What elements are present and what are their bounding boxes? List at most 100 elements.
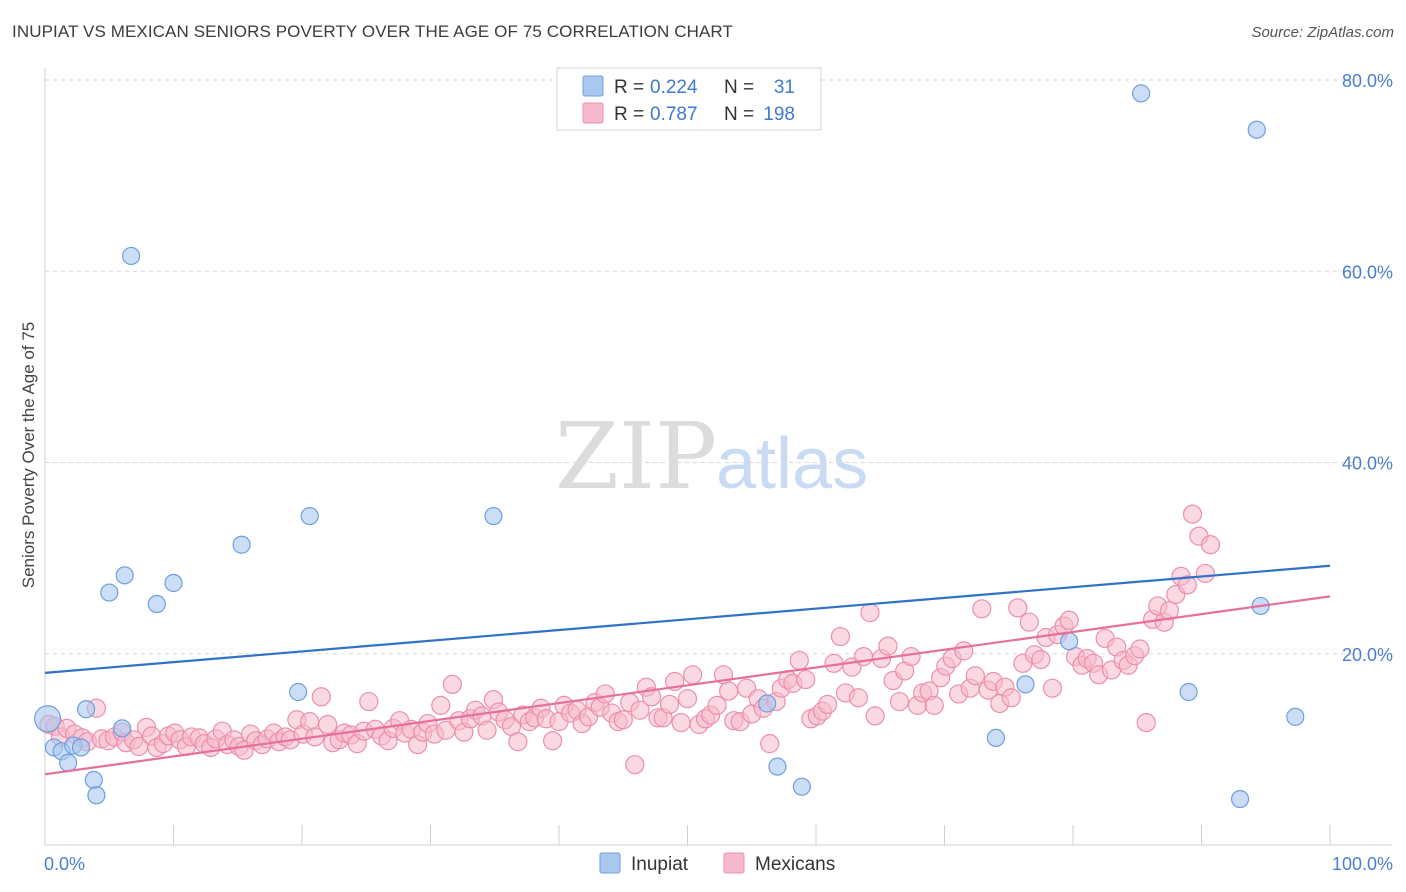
mexicans-point [719, 681, 739, 701]
mexicans-point [613, 710, 633, 730]
mexicans-point [1059, 610, 1079, 630]
legend-swatch-inupiat [582, 75, 604, 97]
inupiat-point [1247, 120, 1266, 139]
inupiat-points [33, 84, 1305, 809]
mexicans-point [442, 674, 462, 694]
inupiat-point [147, 594, 166, 614]
mexicans-point [865, 706, 885, 726]
mexicans-point [796, 669, 816, 690]
trend-lines [44, 564, 1331, 776]
watermark: ZIP atlas [555, 403, 868, 510]
mexicans-point [683, 665, 703, 685]
watermark-zip: ZIP [555, 403, 717, 510]
mexicans-point [641, 687, 662, 707]
x-tick-label: 0.0% [44, 854, 85, 874]
mexicans-point [1195, 563, 1215, 584]
mexicans-point [630, 700, 650, 720]
inupiat-point [484, 506, 503, 526]
inupiat-point [758, 694, 777, 713]
mexicans-point [359, 691, 379, 712]
mexicans-point [1159, 601, 1179, 621]
inupiat-point [1132, 84, 1151, 103]
inupiat-point [77, 700, 96, 719]
series-legend: Inupiat Mexicans [599, 852, 835, 875]
mexicans-point [1182, 504, 1203, 524]
correlation-legend: R = 0.224 N = 31 R = 0.787 N = 198 [556, 67, 822, 131]
mexicans-point [889, 691, 910, 712]
mexicans-point [954, 641, 974, 661]
mexicans-point [707, 695, 727, 715]
legend-swatch-mexicans [723, 852, 745, 874]
inupiat-point [112, 719, 132, 738]
legend-r-label: R = [614, 77, 644, 98]
y-tick-label: 20.0% [1342, 645, 1393, 665]
legend-r-value-inupiat: 0.224 [650, 77, 698, 98]
mexicans-point [508, 732, 528, 752]
legend-r-value-mexicans: 0.787 [650, 104, 698, 125]
mexicans-point [878, 636, 898, 656]
mexicans-point [659, 694, 680, 715]
mexicans-point [318, 714, 338, 735]
mexicans-point [760, 734, 780, 754]
inupiat-trend-line [44, 564, 1331, 674]
legend-swatch-mexicans [582, 102, 604, 124]
inupiat-point [115, 566, 134, 585]
mexicans-points [39, 504, 1221, 775]
chart-title: INUPIAT VS MEXICAN SENIORS POVERTY OVER … [12, 22, 733, 41]
inupiat-point [84, 770, 103, 790]
inupiat-point [1179, 682, 1198, 702]
y-tick-label: 80.0% [1342, 71, 1393, 91]
mexicans-point [1019, 612, 1039, 632]
legend-item-mexicans: Mexicans [755, 854, 835, 875]
y-tick-label: 40.0% [1342, 454, 1393, 474]
inupiat-point [100, 583, 119, 602]
mexicans-point [1042, 678, 1063, 698]
legend-swatch-inupiat [599, 852, 621, 874]
mexicans-point [1200, 535, 1221, 555]
mexicans-point [1130, 639, 1150, 659]
inupiat-point [121, 246, 141, 266]
chart-source: Source: ZipAtlas.com [1251, 24, 1394, 41]
mexicans-point [848, 688, 869, 708]
inupiat-point [87, 786, 106, 805]
y-axis-label: Seniors Poverty Over the Age of 75 [19, 322, 38, 588]
inupiat-point [1286, 707, 1305, 726]
inupiat-point [1230, 789, 1250, 809]
mexicans-point [1177, 575, 1197, 595]
mexicans-point [901, 647, 921, 667]
mexicans-point [789, 650, 809, 671]
mexicans-point [625, 755, 645, 775]
mexicans-point [671, 712, 691, 733]
mexicans-point [972, 599, 992, 619]
mexicans-point [830, 626, 851, 647]
y-tick-label: 60.0% [1342, 262, 1393, 282]
inupiat-point [300, 506, 319, 526]
inupiat-point [1016, 675, 1035, 694]
mexicans-point [1001, 688, 1021, 708]
inupiat-point [232, 535, 251, 554]
legend-n-value-inupiat: 31 [774, 77, 795, 98]
legend-item-inupiat: Inupiat [631, 854, 689, 875]
legend-n-label: N = [724, 104, 754, 125]
inupiat-point [71, 738, 91, 757]
inupiat-point [768, 757, 787, 776]
x-tick-label: 100.0% [1332, 854, 1393, 874]
axis-layer: 20.0% 40.0% 60.0% 80.0% 0.0% 100.0% [44, 68, 1393, 874]
mexicans-point [1008, 598, 1028, 618]
mexicans-point [965, 666, 985, 686]
mexicans-point [431, 695, 451, 715]
watermark-atlas: atlas [716, 424, 868, 504]
grid-layer [45, 79, 1392, 655]
inupiat-point [289, 682, 308, 702]
inupiat-point [1060, 632, 1079, 651]
mexicans-point [924, 695, 944, 715]
inupiat-point [792, 777, 811, 796]
mexicans-trend-line [44, 595, 1331, 776]
mexicans-point [542, 731, 563, 751]
mexicans-point [1031, 649, 1051, 670]
mexicans-point [477, 720, 497, 740]
mexicans-point [595, 684, 615, 704]
inupiat-point [986, 728, 1006, 748]
mexicans-point [860, 603, 880, 623]
